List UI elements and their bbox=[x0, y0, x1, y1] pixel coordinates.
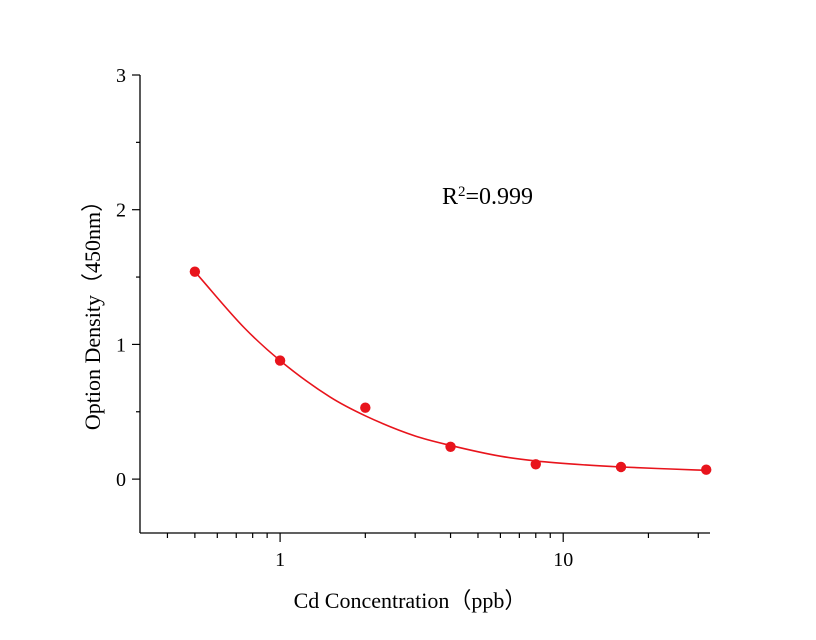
y-tick-label: 2 bbox=[116, 200, 126, 222]
y-tick-label: 0 bbox=[116, 469, 126, 491]
data-point bbox=[445, 441, 456, 452]
data-point bbox=[530, 459, 541, 470]
r-squared-superscript: 2 bbox=[458, 184, 466, 200]
data-point bbox=[701, 464, 712, 475]
y-tick-label: 3 bbox=[116, 65, 126, 87]
r-squared-annotation: R2=0.999 bbox=[442, 184, 533, 210]
x-tick-label: 1 bbox=[275, 549, 285, 571]
r-squared-base: R bbox=[442, 184, 458, 210]
r-squared-value: =0.999 bbox=[466, 184, 534, 210]
ticks: 0 1 2 3 1 10 bbox=[116, 65, 699, 571]
curve-layer bbox=[194, 271, 707, 472]
data-point bbox=[274, 355, 286, 366]
axes bbox=[139, 75, 710, 534]
y-axis-title: Option Density（450nm） bbox=[80, 190, 105, 430]
points-layer bbox=[189, 266, 712, 475]
x-axis-title: Cd Concentration（ppb） bbox=[294, 588, 527, 613]
x-tick-label: 10 bbox=[553, 549, 573, 571]
data-point bbox=[189, 266, 201, 277]
y-tick-label: 1 bbox=[116, 334, 126, 356]
fitted-curve-line bbox=[194, 271, 707, 472]
data-point bbox=[360, 402, 371, 413]
data-point bbox=[615, 461, 627, 473]
